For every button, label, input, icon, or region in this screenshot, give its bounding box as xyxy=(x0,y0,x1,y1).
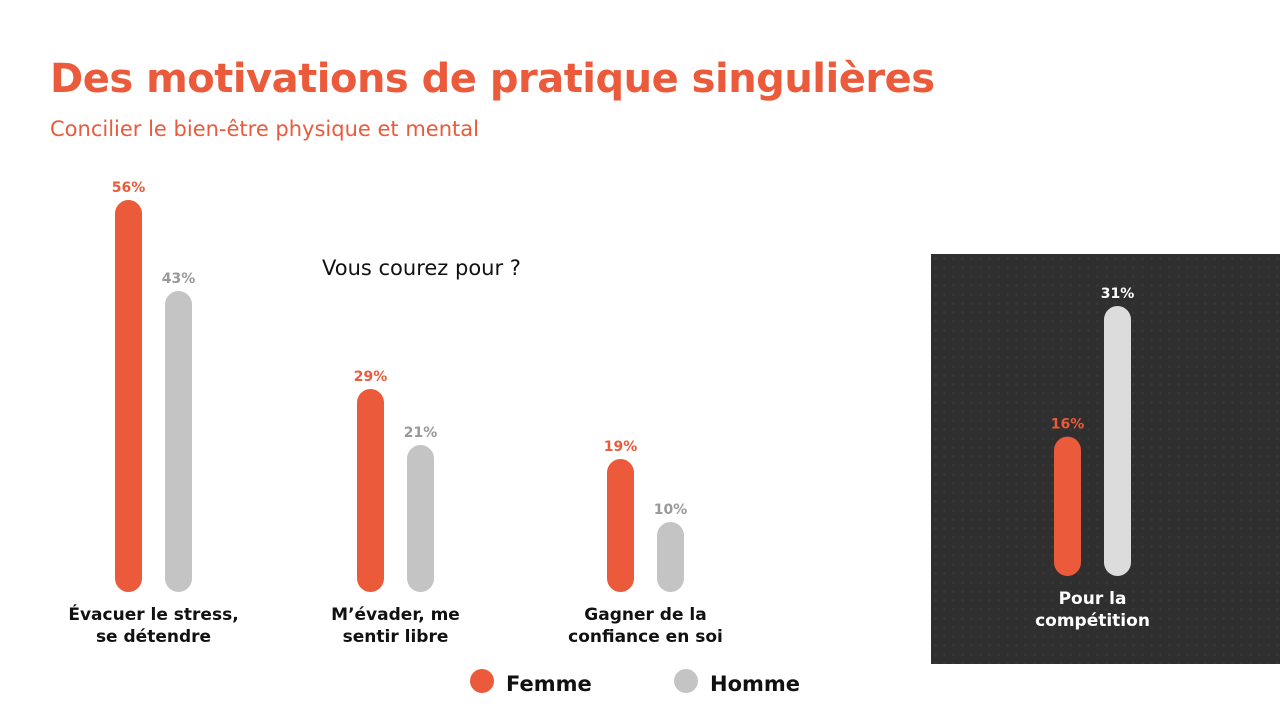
data-label-homme-gagner-de-la-confiance-en-soi: 10% xyxy=(654,502,688,518)
data-label-femme-pour-la-competition: 16% xyxy=(1051,417,1085,433)
legend-femme-swatch xyxy=(470,669,494,693)
category-label-evacuer-le-stress-se-detendre: Évacuer le stress, se détendre xyxy=(68,605,239,647)
bar-femme-evacuer-le-stress-se-detendre xyxy=(115,200,142,592)
bar-homme-pour-la-competition xyxy=(1104,306,1131,576)
bar-femme-gagner-de-la-confiance-en-soi xyxy=(607,459,634,592)
data-label-homme-m-evader-me-sentir-libre: 21% xyxy=(404,425,438,441)
question-text: Vous courez pour ? xyxy=(322,256,521,280)
legend-homme-swatch xyxy=(674,669,698,693)
page-subtitle: Concilier le bien-être physique et menta… xyxy=(50,117,479,141)
bar-femme-pour-la-competition xyxy=(1054,436,1081,576)
competition-bar-chart: 16% 31% xyxy=(1051,286,1135,576)
page-title: Des motivations de pratique singulières xyxy=(50,56,935,102)
bar-homme-evacuer-le-stress-se-detendre xyxy=(165,291,192,592)
bar-homme-m-evader-me-sentir-libre xyxy=(407,445,434,592)
category-label-pour-la-competition: Pour la compétition xyxy=(1035,589,1150,631)
data-label-femme-gagner-de-la-confiance-en-soi: 19% xyxy=(604,439,638,455)
legend-femme-label: Femme xyxy=(506,672,592,696)
bar-femme-m-evader-me-sentir-libre xyxy=(357,389,384,592)
data-label-femme-evacuer-le-stress-se-detendre: 56% xyxy=(112,180,146,196)
data-label-homme-pour-la-competition: 31% xyxy=(1101,286,1135,302)
bar-homme-gagner-de-la-confiance-en-soi xyxy=(657,522,684,592)
data-label-homme-evacuer-le-stress-se-detendre: 43% xyxy=(162,271,196,287)
legend-item-homme: Homme xyxy=(674,669,801,696)
category-label-gagner-de-la-confiance-en-soi: Gagner de la confiance en soi xyxy=(568,605,723,647)
main-bar-chart: 56% 43% 29% 21% 19% 10% xyxy=(112,180,688,592)
legend-homme-label: Homme xyxy=(710,672,801,696)
legend-item-femme: Femme xyxy=(470,669,592,696)
data-label-femme-m-evader-me-sentir-libre: 29% xyxy=(354,369,388,385)
category-label-m-evader-me-sentir-libre: M’évader, me sentir libre xyxy=(331,605,460,647)
competition-panel: 16% 31% Pour la compétition xyxy=(931,254,1280,664)
